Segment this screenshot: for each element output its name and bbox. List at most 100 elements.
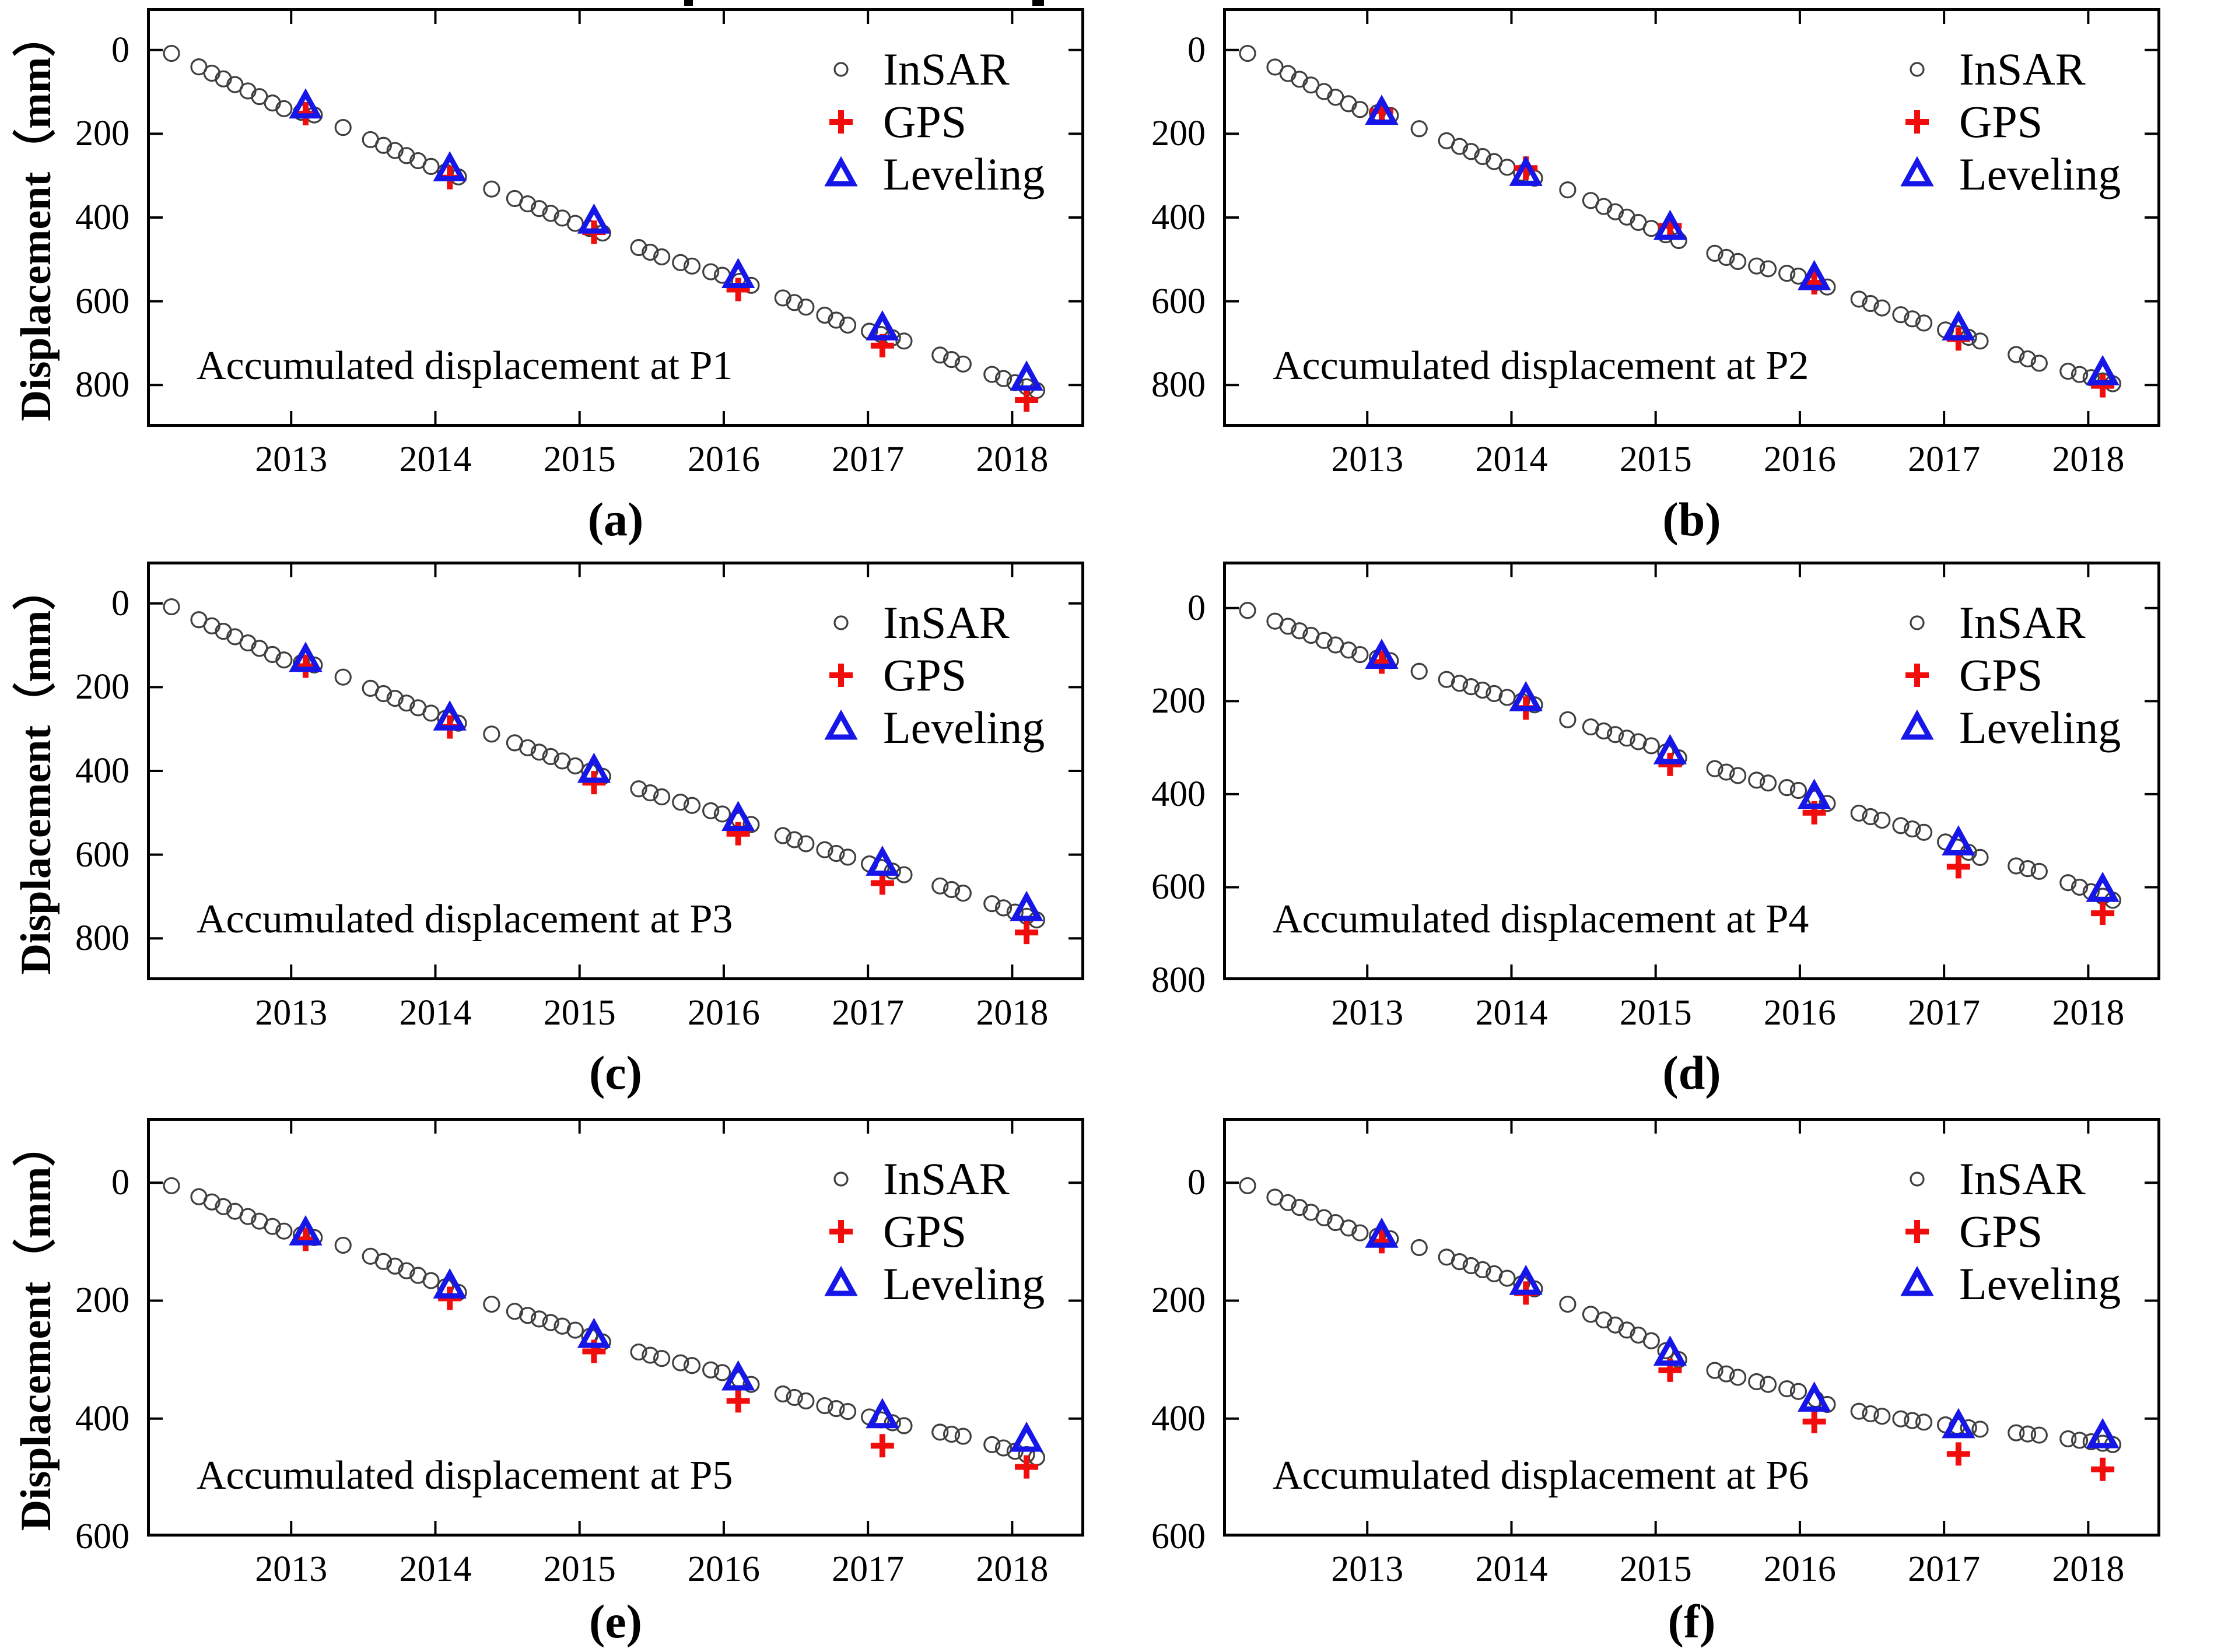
insar-point	[786, 831, 803, 848]
panel-annotation-P2: Accumulated displacement at P2	[1273, 343, 1809, 388]
legend-item-gps: GPS	[1959, 96, 2043, 147]
insar-point	[816, 1397, 833, 1415]
insar-point	[1595, 198, 1613, 215]
x-tick-label-2013: 2013	[255, 440, 328, 479]
x-tick-label-2017: 2017	[1908, 1549, 1981, 1589]
legend-insar-icon	[1910, 615, 1925, 630]
legend-insar-icon	[833, 615, 849, 630]
insar-point	[994, 899, 1013, 917]
legend-item-insar: InSAR	[883, 597, 1010, 648]
insar-point	[1971, 848, 1989, 866]
insar-point	[1559, 711, 1577, 728]
panel-f: InSAR GPS Leveling 0 200 400 600 2013 2014 2015 20…	[1151, 1118, 2160, 1647]
panel-caption-e: (e)	[588, 1595, 642, 1648]
x-tick-label-2017: 2017	[832, 440, 905, 479]
panel-e: InSAR GPS Leveling 0 200 400 600 2013 2014 2015 20…	[12, 1118, 1084, 1647]
leveling-marker	[433, 1268, 467, 1299]
leveling-marker	[1942, 310, 1975, 341]
leveling-marker	[433, 700, 467, 731]
insar-point	[1971, 332, 1989, 350]
plot-box	[1223, 8, 2160, 427]
gps-marker	[870, 1434, 894, 1458]
gps-marker	[726, 278, 750, 301]
insar-point	[215, 1198, 232, 1215]
insar-point	[797, 1392, 815, 1410]
y-tick-label-0: 0	[1187, 30, 1206, 70]
y-tick-label-400: 400	[75, 1398, 129, 1439]
gps-marker	[1015, 1455, 1039, 1479]
x-tick-label-2017: 2017	[1908, 993, 1981, 1033]
insar-point	[828, 311, 845, 329]
insar-point	[1862, 808, 1879, 826]
x-tick-label-2016: 2016	[687, 440, 760, 479]
y-axis-label: Displacement（mm）	[12, 1123, 60, 1531]
x-tick-label-2016: 2016	[687, 1549, 760, 1589]
y-tick-label-600: 600	[1151, 281, 1206, 321]
x-tick-label-2015: 2015	[1619, 1549, 1692, 1589]
insar-point	[1862, 1405, 1879, 1423]
leveling-marker	[577, 203, 611, 234]
insar-point	[713, 805, 731, 823]
insar-point	[954, 355, 972, 373]
insar-point	[1915, 1414, 1933, 1431]
insar-point	[422, 1272, 440, 1289]
insar-point	[398, 695, 415, 712]
y-tick-label-600: 600	[75, 1517, 129, 1556]
x-tick-label-2014: 2014	[399, 1549, 472, 1589]
insar-point	[483, 180, 500, 198]
x-tick-label-2014: 2014	[1475, 1549, 1548, 1589]
insar-point	[954, 885, 972, 902]
leveling-marker	[577, 1317, 611, 1348]
y-tick-label-600: 600	[1151, 867, 1206, 907]
insar-point	[742, 1376, 760, 1393]
insar-point	[1498, 1269, 1516, 1287]
insar-point	[1759, 1376, 1777, 1393]
insar-point	[1340, 641, 1357, 659]
insar-point	[895, 332, 913, 350]
legend-item-insar: InSAR	[1959, 1153, 2086, 1204]
insar-point	[542, 748, 559, 765]
panel-caption-f: (f)	[1667, 1595, 1716, 1648]
panel-annotation-P3: Accumulated displacement at P3	[197, 897, 733, 942]
insar-point	[2030, 1426, 2048, 1444]
gps-marker	[2091, 374, 2115, 398]
insar-point	[1850, 290, 1868, 308]
insar-point	[1462, 678, 1480, 696]
insar-point	[1559, 181, 1577, 199]
insar-point	[1315, 1209, 1333, 1226]
insar-point	[1915, 823, 1933, 841]
insar-point	[2082, 1433, 2100, 1451]
insar-point	[2008, 346, 2025, 363]
insar-point	[1438, 671, 1455, 688]
insar-point	[1595, 1311, 1613, 1329]
insar-point	[797, 835, 815, 853]
insar-point	[398, 1262, 415, 1279]
plot-box	[147, 562, 1084, 980]
y-tick-label-200: 200	[75, 114, 129, 154]
insar-point	[334, 1236, 352, 1254]
gps-marker	[1015, 921, 1039, 945]
insar-point	[672, 794, 689, 811]
legend-item-leveling: Leveling	[883, 149, 1045, 199]
legend-gps-icon	[829, 110, 853, 134]
insar-point	[1239, 44, 1256, 62]
panel-annotation-P1: Accumulated displacement at P1	[197, 343, 733, 388]
x-tick-label-2013: 2013	[1331, 1549, 1404, 1589]
insar-point	[1642, 220, 1660, 237]
insar-point	[483, 725, 500, 743]
leveling-marker	[1365, 1217, 1399, 1248]
x-tick-label-2014: 2014	[1475, 440, 1548, 479]
legend-item-insar: InSAR	[883, 1153, 1010, 1204]
insar-point	[683, 1357, 701, 1374]
insar-point	[1028, 1448, 1046, 1467]
insar-point	[1892, 817, 1910, 834]
insar-point	[1451, 138, 1469, 155]
insar-point	[816, 306, 833, 324]
y-tick-label-200: 200	[1151, 1281, 1206, 1321]
insar-point	[1239, 602, 1256, 619]
insar-point	[884, 1414, 901, 1432]
plot-area-P4	[1223, 562, 2160, 980]
insar-point	[742, 816, 760, 833]
insar-point	[1642, 1332, 1660, 1349]
legend-leveling-icon	[824, 156, 858, 187]
